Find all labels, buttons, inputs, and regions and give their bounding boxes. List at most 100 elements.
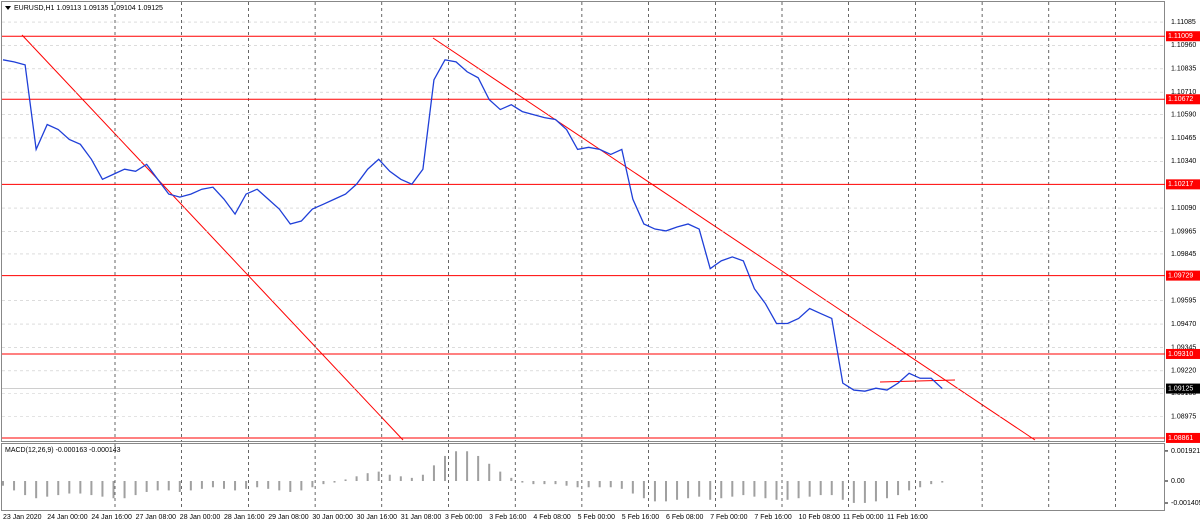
level-label: 1.10217 [1168,181,1193,188]
histogram-bar [753,481,756,497]
y-tick-label: 0.001921 [1171,448,1200,455]
x-tick-label: 5 Feb 00:00 [578,514,615,521]
last-price-label: 1.09125 [1168,385,1193,392]
histogram-bar [366,473,369,482]
level-label-bg [1166,432,1200,443]
histogram-bar [565,481,568,486]
histogram-bar [156,481,159,491]
trend-line [432,37,1036,441]
histogram-bar [665,481,667,502]
histogram-bar [101,481,104,497]
histogram-bar [68,481,71,494]
histogram-bar [123,481,126,499]
x-tick-label: 29 Jan 08:00 [268,514,309,521]
histogram-bar [234,481,237,491]
histogram-bar [189,481,192,491]
histogram-bar [79,481,82,494]
y-tick-label: 1.10090 [1171,205,1196,212]
macd-frame [1,443,1165,511]
chart-title: EURUSD,H1 1.09113 1.09135 1.09104 1.0912… [14,5,163,12]
x-tick-label: 11 Feb 00:00 [843,514,884,521]
histogram-bar [532,481,535,485]
histogram-bar [256,481,259,488]
histogram-bar [399,476,402,482]
y-tick-label: 1.11085 [1171,19,1196,26]
main-frame [1,1,1165,442]
histogram-bar [576,481,579,488]
histogram-bar [223,481,225,489]
histogram-bar [477,455,480,482]
histogram-bar [421,474,424,482]
histogram-bar [410,477,413,482]
x-tick-label: 10 Feb 08:00 [799,514,840,521]
histogram-bar [764,481,767,499]
y-tick-label: -0.001405 [1171,500,1200,507]
x-tick-label: 7 Feb 00:00 [710,514,747,521]
histogram-bar [609,481,612,488]
histogram-bar [676,481,679,500]
histogram-bar [278,481,281,491]
histogram-bar [13,481,16,491]
histogram-bar [24,481,27,496]
histogram-bar [554,481,557,485]
x-tick-label: 3 Feb 16:00 [489,514,526,521]
histogram-bar [742,481,745,496]
y-tick-label: 1.10465 [1171,135,1196,142]
histogram-bar [46,481,49,497]
x-tick-label: 31 Jan 08:00 [401,514,442,521]
histogram-bar [886,481,888,499]
level-label-bg [1166,94,1200,105]
histogram-bar [819,481,822,496]
histogram-bar [543,481,546,485]
x-tick-label: 5 Feb 16:00 [622,514,659,521]
level-label: 1.09729 [1168,272,1193,279]
x-tick-label: 27 Jan 08:00 [136,514,177,521]
y-tick-label: 1.10710 [1171,89,1196,96]
histogram-bar [466,451,469,482]
x-tick-label: 6 Feb 08:00 [666,514,703,521]
histogram-bar [300,481,303,491]
histogram-bar [388,474,391,482]
histogram-bar [377,471,380,482]
x-tick-label: 30 Jan 00:00 [312,514,353,521]
level-label: 1.11009 [1168,33,1193,40]
price-line [2,59,943,392]
histogram-bar [90,481,93,496]
histogram-bar [521,481,524,483]
x-tick-label: 23 Jan 2020 [3,514,42,521]
level-label-bg [1166,31,1200,42]
histogram-bar [775,481,778,500]
level-label-bg [1166,179,1200,190]
histogram-bar [841,481,844,500]
trend-line [21,34,404,441]
histogram-bar [908,481,911,491]
histogram-bar [322,481,325,485]
y-tick-label: 1.10960 [1171,42,1196,49]
level-label: 1.09310 [1168,351,1193,358]
x-tick-label: 4 Feb 08:00 [533,514,570,521]
histogram-bar [245,481,248,489]
histogram-bar [167,481,170,491]
histogram-bar [852,481,855,503]
level-label-bg [1166,270,1200,281]
menu-icon [5,6,11,10]
histogram-bar [874,481,877,502]
y-tick-label: 1.09220 [1171,368,1196,375]
histogram-bar [598,481,601,488]
x-tick-label: 28 Jan 00:00 [180,514,221,521]
last-price-bg [1166,383,1200,394]
histogram-bar [731,481,734,497]
histogram-bar [797,481,800,499]
y-tick-label: 1.10590 [1171,111,1196,118]
histogram-bar [720,481,723,499]
x-tick-label: 24 Jan 00:00 [47,514,88,521]
level-label: 1.10672 [1168,96,1193,103]
y-tick-label: 1.09965 [1171,228,1196,235]
histogram-bar [311,481,314,488]
histogram-bar [620,481,623,489]
y-tick-label: 1.10835 [1171,66,1196,73]
y-tick-label: 1.08975 [1171,413,1196,420]
